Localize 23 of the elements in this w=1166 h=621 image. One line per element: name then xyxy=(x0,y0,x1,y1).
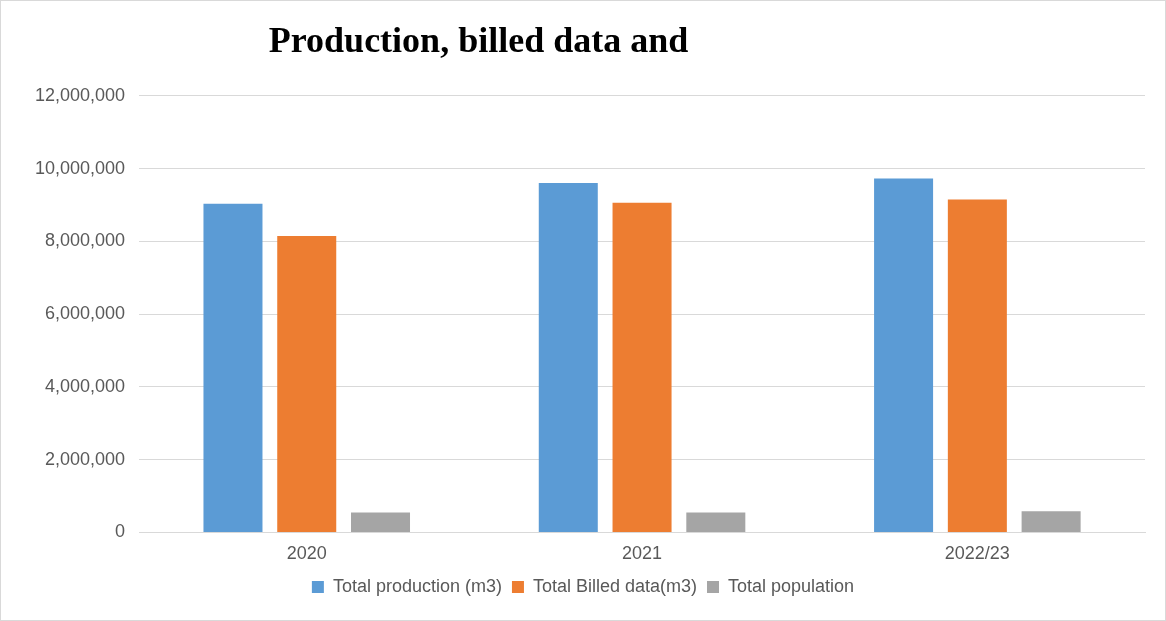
y-tick-label: 0 xyxy=(115,521,126,542)
bar xyxy=(686,512,746,532)
x-tick-label: 2022/23 xyxy=(944,543,1010,564)
legend-label: Total Billed data(m3) xyxy=(532,575,698,596)
y-tick-label: 8,000,000 xyxy=(45,230,126,251)
bar xyxy=(612,202,672,532)
bar xyxy=(874,178,934,532)
y-tick-label: 10,000,000 xyxy=(34,157,126,178)
bar xyxy=(947,199,1007,532)
x-tick-label: 2021 xyxy=(622,543,663,564)
x-tick-label: 2020 xyxy=(286,543,327,564)
y-tick-label: 12,000,000 xyxy=(34,84,126,105)
y-tick-label: 2,000,000 xyxy=(45,448,126,469)
chart-title: Production, billed data and xyxy=(267,19,690,61)
bar xyxy=(538,183,598,532)
bar xyxy=(1021,511,1081,532)
y-tick-label: 6,000,000 xyxy=(45,303,126,324)
y-tick-label: 4,000,000 xyxy=(45,375,126,396)
legend-label: Total production (m3) xyxy=(332,575,502,596)
bar xyxy=(203,203,263,532)
legend-label: Total population xyxy=(728,575,855,596)
bar xyxy=(277,235,337,532)
bar xyxy=(351,512,411,532)
